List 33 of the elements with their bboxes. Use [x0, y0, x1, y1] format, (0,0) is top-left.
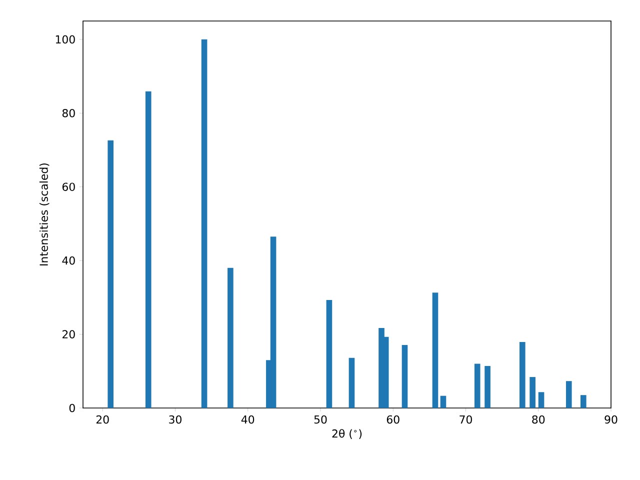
y-axis-title: Intensities (scaled): [39, 163, 50, 266]
bar: [201, 39, 208, 408]
y-tick-label: 60: [62, 182, 75, 191]
x-axis-title: 2θ ($^{∘}$): [332, 429, 362, 439]
x-tick-label: 90: [604, 415, 618, 424]
bar: [432, 292, 438, 408]
bar: [530, 377, 536, 408]
bar: [566, 381, 572, 408]
bar: [108, 140, 114, 408]
bar: [228, 268, 234, 408]
bar: [270, 236, 276, 408]
bar: [519, 342, 526, 408]
bar: [326, 300, 332, 408]
x-tick-label: 40: [241, 415, 254, 424]
bar: [474, 364, 480, 408]
bar: [402, 344, 408, 408]
x-tick-label: 70: [460, 415, 472, 424]
x-tick-label: 50: [314, 415, 327, 424]
bar: [440, 396, 446, 408]
y-tick-label: 40: [62, 256, 75, 265]
y-tick-label: 20: [62, 330, 75, 338]
x-tick-label: 80: [532, 415, 545, 424]
y-tick-label: 80: [62, 108, 75, 118]
x-tick-label: 60: [386, 415, 400, 424]
x-tick-label: 20: [96, 415, 109, 424]
y-tick-label: 0: [69, 404, 75, 412]
y-tick-label: 100: [56, 35, 75, 44]
bar: [484, 366, 490, 408]
bar: [580, 395, 586, 408]
x-tick-label: 30: [169, 415, 182, 424]
bar: [145, 91, 152, 408]
bar: [348, 358, 355, 408]
bar: [538, 392, 544, 408]
